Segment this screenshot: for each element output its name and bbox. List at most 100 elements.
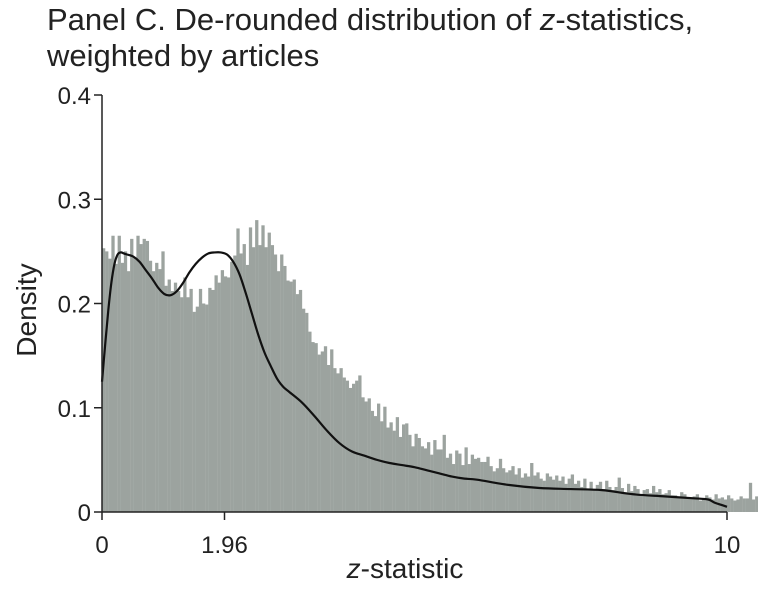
y-tick-label: 0.4 xyxy=(58,83,91,110)
histogram-bar xyxy=(402,424,406,512)
histogram-bar xyxy=(389,422,393,512)
histogram-bar xyxy=(355,380,359,512)
histogram-bar xyxy=(295,294,300,512)
histogram-bar xyxy=(586,489,590,512)
histogram-bar xyxy=(127,271,131,512)
histogram-bar xyxy=(242,244,246,512)
histogram-bar xyxy=(486,456,490,512)
histogram-bar xyxy=(692,496,696,512)
histogram-bar xyxy=(189,288,193,512)
histogram-bar xyxy=(277,271,281,512)
histogram-bar xyxy=(227,277,231,512)
histogram-bar xyxy=(542,480,546,512)
histogram-bar xyxy=(745,498,750,512)
title-italic-z: z xyxy=(539,2,556,37)
histogram-bar xyxy=(467,464,471,512)
histogram-bar xyxy=(180,297,184,512)
histogram-bar xyxy=(311,342,315,512)
histogram-bar xyxy=(173,282,178,512)
histogram-bar xyxy=(195,306,200,512)
histogram-bar xyxy=(345,380,350,512)
histogram-bar xyxy=(202,303,206,512)
histogram-bar xyxy=(642,490,646,512)
histogram-bar xyxy=(273,254,278,512)
histogram-bar xyxy=(495,468,500,512)
histogram-bar xyxy=(164,285,168,512)
histogram-bar xyxy=(611,490,615,512)
histogram-bar xyxy=(730,498,734,512)
histogram-bar xyxy=(661,494,665,512)
histogram-bar xyxy=(602,489,606,512)
histogram-bar xyxy=(511,466,515,512)
histogram-bar xyxy=(630,491,634,512)
histogram-bar xyxy=(214,275,218,512)
histogram-bar xyxy=(427,442,431,512)
histogram-bar xyxy=(520,477,525,512)
histogram-bar xyxy=(498,458,503,512)
histogram-bar xyxy=(183,277,187,512)
histogram-bar xyxy=(302,308,306,512)
histogram-bar xyxy=(739,496,743,512)
histogram-bar xyxy=(652,485,656,512)
histogram-bar xyxy=(489,466,493,512)
histogram-bar xyxy=(564,483,568,512)
histogram-bar xyxy=(377,403,381,512)
histogram-bar xyxy=(477,457,481,512)
histogram-bar xyxy=(655,492,659,512)
y-tick-label: 0 xyxy=(78,500,91,527)
histogram-bar xyxy=(314,343,318,512)
histogram-bar xyxy=(258,245,262,512)
histogram-bar xyxy=(220,270,225,512)
histogram-bar xyxy=(392,430,396,512)
histogram-bar xyxy=(580,486,584,512)
histogram-bar xyxy=(102,248,106,512)
histogram-bar xyxy=(286,280,290,512)
histogram-bar xyxy=(192,311,196,512)
histogram-bar xyxy=(727,495,731,512)
title-suffix: -statistics, xyxy=(555,2,694,37)
histogram-bar xyxy=(248,227,253,512)
histogram-bar xyxy=(695,494,700,512)
histogram-bar xyxy=(167,279,171,512)
histogram-bar xyxy=(623,492,628,512)
histogram-bar xyxy=(417,437,421,512)
histogram-bar xyxy=(555,475,559,512)
histogram-bar xyxy=(483,461,487,512)
histogram-bar xyxy=(442,434,446,512)
histogram-bar xyxy=(508,470,512,512)
histogram-bar xyxy=(398,436,403,512)
y-axis-ticks: 0 0.1 0.2 0.3 0.4 xyxy=(58,83,102,527)
histogram-bar xyxy=(711,499,715,512)
histogram-bar xyxy=(598,481,603,512)
histogram-bar xyxy=(433,440,437,512)
histogram-bar xyxy=(461,465,465,512)
histogram-bar xyxy=(536,472,540,512)
histogram-bar xyxy=(545,473,550,512)
histogram-bar xyxy=(233,255,237,513)
histogram-bar xyxy=(330,349,334,512)
histogram-bar xyxy=(627,483,631,512)
histogram-bar xyxy=(114,263,118,512)
histogram-bar xyxy=(705,495,709,512)
histogram-bar xyxy=(589,481,593,512)
histogram-bar xyxy=(408,434,412,512)
histogram-bar xyxy=(686,497,690,512)
histogram-bar xyxy=(239,253,243,512)
histogram-bar xyxy=(105,251,109,512)
histogram-bar xyxy=(245,264,250,512)
histogram-bar xyxy=(533,475,537,512)
histogram-bar xyxy=(670,495,675,512)
histogram-bar xyxy=(492,471,496,512)
histogram-bar xyxy=(592,490,596,512)
histogram-bar xyxy=(133,257,137,512)
histogram-bar xyxy=(289,281,293,512)
histogram-bar xyxy=(111,235,115,513)
histogram-bar xyxy=(455,450,459,512)
histogram-bar xyxy=(280,254,284,512)
histogram-bar xyxy=(177,290,181,512)
histogram-bar xyxy=(205,304,209,512)
histogram-bar xyxy=(342,377,346,512)
chart-title: Panel C. De-rounded distribution of z-st… xyxy=(47,2,693,74)
histogram-bar xyxy=(414,433,418,512)
histogram-bar xyxy=(677,497,681,512)
